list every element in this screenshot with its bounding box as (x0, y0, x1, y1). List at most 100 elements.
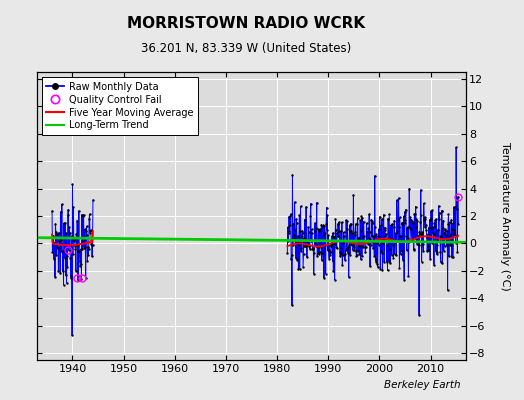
Point (61, 272, 70, 278)
Point (65, 224, 73, 230)
Point (348, 246, 357, 253)
Point (64, 206, 72, 213)
Point (379, 212, 388, 218)
Point (431, 217, 440, 223)
Point (365, 211, 374, 217)
Point (351, 221, 359, 227)
Point (336, 244, 345, 251)
Point (301, 243, 310, 250)
Point (326, 252, 334, 258)
Point (392, 252, 401, 258)
Point (421, 216, 430, 222)
Point (285, 229, 293, 236)
Point (78, 246, 86, 252)
Point (429, 230, 437, 236)
Point (314, 244, 322, 250)
Point (454, 194, 462, 200)
Point (419, 241, 427, 247)
Y-axis label: Temperature Anomaly (°C): Temperature Anomaly (°C) (499, 142, 509, 290)
Point (67, 275, 75, 281)
Point (420, 217, 428, 224)
Point (315, 249, 324, 255)
Point (433, 248, 442, 255)
Point (386, 260, 394, 266)
Point (425, 216, 434, 223)
Point (398, 221, 407, 228)
Point (374, 233, 383, 239)
Point (412, 216, 420, 222)
Point (450, 227, 458, 233)
Point (435, 216, 443, 222)
Point (364, 225, 373, 232)
Point (57, 237, 65, 244)
Point (407, 238, 415, 244)
Point (422, 234, 431, 240)
Point (334, 232, 343, 239)
Point (322, 221, 330, 227)
Point (438, 208, 446, 214)
Point (351, 229, 359, 236)
Point (374, 241, 383, 248)
Point (400, 208, 409, 215)
Point (360, 232, 368, 239)
Point (51, 274, 59, 280)
Point (449, 254, 457, 260)
Point (404, 224, 412, 230)
Point (334, 220, 342, 227)
Point (72, 268, 80, 274)
Point (451, 204, 460, 210)
Point (301, 216, 309, 223)
Point (77, 260, 85, 267)
Point (447, 231, 455, 237)
Point (420, 214, 429, 220)
Point (308, 245, 316, 252)
Point (354, 248, 362, 254)
Point (427, 225, 435, 231)
Point (50, 240, 59, 247)
Point (372, 258, 380, 265)
Point (62, 230, 70, 236)
Point (321, 230, 329, 236)
Point (408, 235, 417, 241)
Point (89, 241, 97, 248)
Point (443, 242, 451, 248)
Point (83, 258, 92, 264)
Point (411, 235, 419, 241)
Point (85, 215, 93, 222)
Point (366, 236, 375, 242)
Point (380, 259, 388, 265)
Point (55, 238, 63, 244)
Point (378, 267, 387, 274)
Point (298, 228, 307, 234)
Point (290, 232, 298, 238)
Point (345, 222, 354, 228)
Point (77, 246, 85, 252)
Point (406, 226, 414, 232)
Point (310, 250, 319, 256)
Point (353, 221, 362, 227)
Point (342, 246, 350, 253)
Point (82, 228, 90, 234)
Point (291, 238, 300, 244)
Point (434, 203, 443, 209)
Point (414, 242, 423, 248)
Point (426, 256, 434, 262)
Point (406, 225, 414, 231)
Point (329, 268, 337, 274)
Point (407, 216, 416, 223)
Point (386, 246, 395, 252)
Point (424, 231, 432, 238)
Point (439, 217, 447, 224)
Point (355, 234, 363, 241)
Point (393, 228, 401, 234)
Point (430, 220, 439, 227)
Point (411, 211, 419, 217)
Point (85, 211, 94, 217)
Point (49, 240, 57, 246)
Point (401, 220, 409, 226)
Point (300, 242, 309, 249)
Point (383, 242, 391, 248)
Point (313, 252, 321, 259)
Point (304, 228, 313, 235)
Point (376, 222, 385, 229)
